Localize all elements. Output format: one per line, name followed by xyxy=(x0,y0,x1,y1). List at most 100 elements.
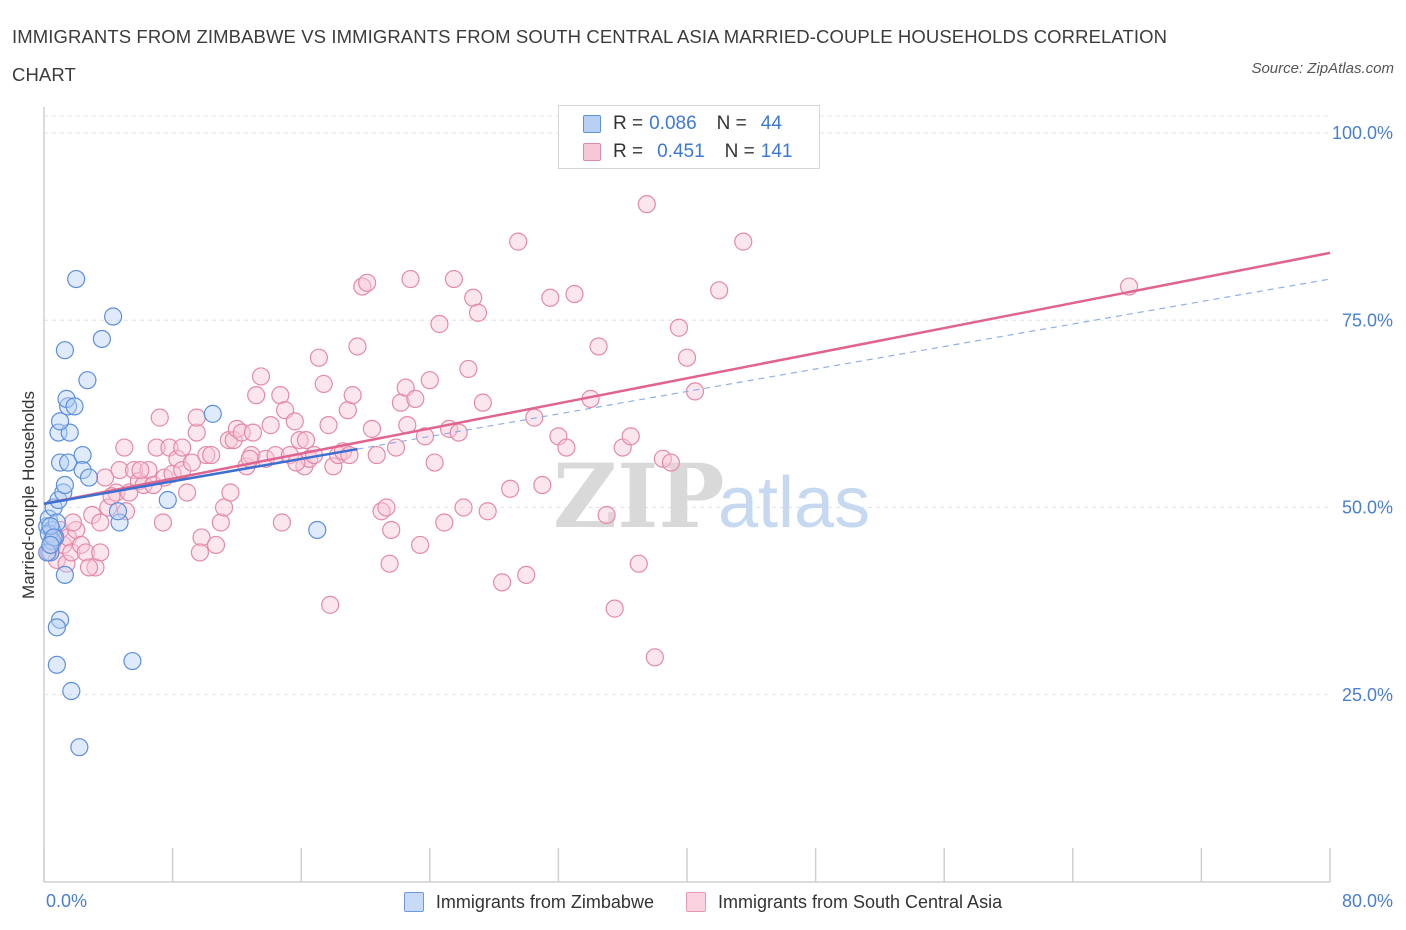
sca-point-82 xyxy=(411,535,430,555)
sca-point-53 xyxy=(271,386,290,405)
y-tick-label-1: 50.0% xyxy=(1342,498,1393,518)
zimbabwe-swatch xyxy=(583,115,601,133)
sca-point-142 xyxy=(296,430,316,450)
sca-point-71 xyxy=(358,273,377,292)
zimbabwe-legend-swatch xyxy=(403,892,424,912)
sca-point-118 xyxy=(669,318,689,337)
sca-point-61 xyxy=(309,348,328,367)
sca-point-89 xyxy=(444,269,464,289)
zimbabwe-point-29 xyxy=(47,618,66,637)
n-key: N = xyxy=(724,141,755,162)
zimbabwe-point-17 xyxy=(59,397,78,416)
sca-point-92 xyxy=(459,359,478,379)
sca-point-16 xyxy=(99,498,118,517)
sca-point-121 xyxy=(710,281,729,300)
sca-point-41 xyxy=(214,498,234,517)
sca-point-129 xyxy=(63,513,83,532)
sca-point-93 xyxy=(464,288,483,307)
sca-point-8 xyxy=(62,543,81,562)
sca-point-130 xyxy=(79,558,99,577)
sca-point-69 xyxy=(348,337,367,356)
zimbabwe-point-27 xyxy=(67,269,86,289)
sca-point-38 xyxy=(202,445,221,465)
x-tick-label-0: 0.0% xyxy=(46,891,87,911)
sca-point-108 xyxy=(589,337,608,356)
sca-point-100 xyxy=(517,565,536,585)
r-value: 0.451 xyxy=(657,141,705,162)
zimbabwe-point-33 xyxy=(123,651,142,671)
n-key: N = xyxy=(716,113,747,134)
zimbabwe-point-23 xyxy=(78,371,97,390)
trend-lines xyxy=(43,251,1331,505)
sca-point-21 xyxy=(124,460,144,480)
zimbabwe-point-20 xyxy=(73,445,92,465)
correlation-legend: R = 0.086 N = 44 R = 0.451 N = 141 xyxy=(558,105,820,169)
legend-item-zimbabwe[interactable]: Immigrants from Zimbabwe xyxy=(403,892,654,913)
zimbabwe-point-34 xyxy=(55,565,74,585)
x-tick-label-1: 80.0% xyxy=(1342,891,1393,911)
sca-point-115 xyxy=(645,648,664,667)
sca-point-97 xyxy=(493,573,512,592)
zimbabwe-point-30 xyxy=(47,655,66,674)
zimbabwe-point-36 xyxy=(108,502,128,521)
sca-point-34 xyxy=(182,453,201,472)
sca-point-19 xyxy=(115,438,134,457)
sca-point-110 xyxy=(605,599,624,618)
y-axis-label: Married-couple Households xyxy=(19,391,38,599)
sca-point-143 xyxy=(190,543,210,562)
sca-point-81 xyxy=(406,389,425,408)
sca-point-33 xyxy=(177,483,197,502)
sca-point-120 xyxy=(685,382,705,401)
sca-point-80 xyxy=(401,269,420,289)
series-zimbabwe-points xyxy=(38,269,327,757)
sca-point-73 xyxy=(367,445,386,465)
zimbabwe-point-16 xyxy=(50,412,70,431)
zimbabwe-trend-extension xyxy=(357,278,1331,450)
y-tick-label-3: 100.0% xyxy=(1332,123,1393,143)
n-value: 141 xyxy=(760,141,793,162)
sca-point-117 xyxy=(661,453,681,472)
sca-point-39 xyxy=(206,535,226,555)
axes xyxy=(43,107,1331,883)
y-tick-labels: 25.0% 50.0% 75.0% 100.0% xyxy=(1332,123,1393,705)
legend-item-south-central-asia[interactable]: Immigrants from South Central Asia xyxy=(685,892,1002,913)
watermark-atlas: atlas xyxy=(718,463,870,543)
zimbabwe-point-13 xyxy=(59,453,78,472)
zimbabwe-point-22 xyxy=(79,468,99,487)
sca-point-37 xyxy=(197,445,216,465)
sca-point-48 xyxy=(247,386,266,405)
r-value: 0.086 xyxy=(649,113,697,134)
sca-point-36 xyxy=(192,528,211,547)
zimbabwe-point-43 xyxy=(41,535,60,555)
watermark-zip: ZIP xyxy=(553,444,725,548)
sca-point-49 xyxy=(251,367,271,386)
sca-point-63 xyxy=(319,416,338,435)
sca-point-134 xyxy=(321,595,340,614)
sca-point-90 xyxy=(449,423,468,442)
sca-point-75 xyxy=(377,498,396,517)
sca-point-40 xyxy=(211,513,230,532)
zimbabwe-point-38 xyxy=(203,404,222,423)
sca-point-14 xyxy=(91,513,110,532)
sca-point-135 xyxy=(380,554,399,573)
zimbabwe-trend-line xyxy=(43,447,358,505)
zimbabwe-point-25 xyxy=(92,329,111,349)
sca-point-84 xyxy=(420,371,439,390)
sca-point-98 xyxy=(501,479,520,498)
watermark: ZIP atlas xyxy=(553,444,870,548)
sca-point-56 xyxy=(285,412,304,431)
sca-point-103 xyxy=(541,288,560,307)
zimbabwe-point-21 xyxy=(73,460,92,480)
sca-point-96 xyxy=(478,502,497,521)
sca-point-126 xyxy=(131,460,150,480)
grid-lines xyxy=(44,115,1330,696)
sca-point-95 xyxy=(473,393,492,412)
sca-point-18 xyxy=(110,460,129,480)
r-key: R = xyxy=(613,113,644,134)
sca-point-51 xyxy=(261,416,280,435)
sca-point-125 xyxy=(243,423,263,442)
sca-point-112 xyxy=(621,427,640,446)
sca-point-114 xyxy=(637,195,656,214)
sca-point-94 xyxy=(468,303,488,322)
